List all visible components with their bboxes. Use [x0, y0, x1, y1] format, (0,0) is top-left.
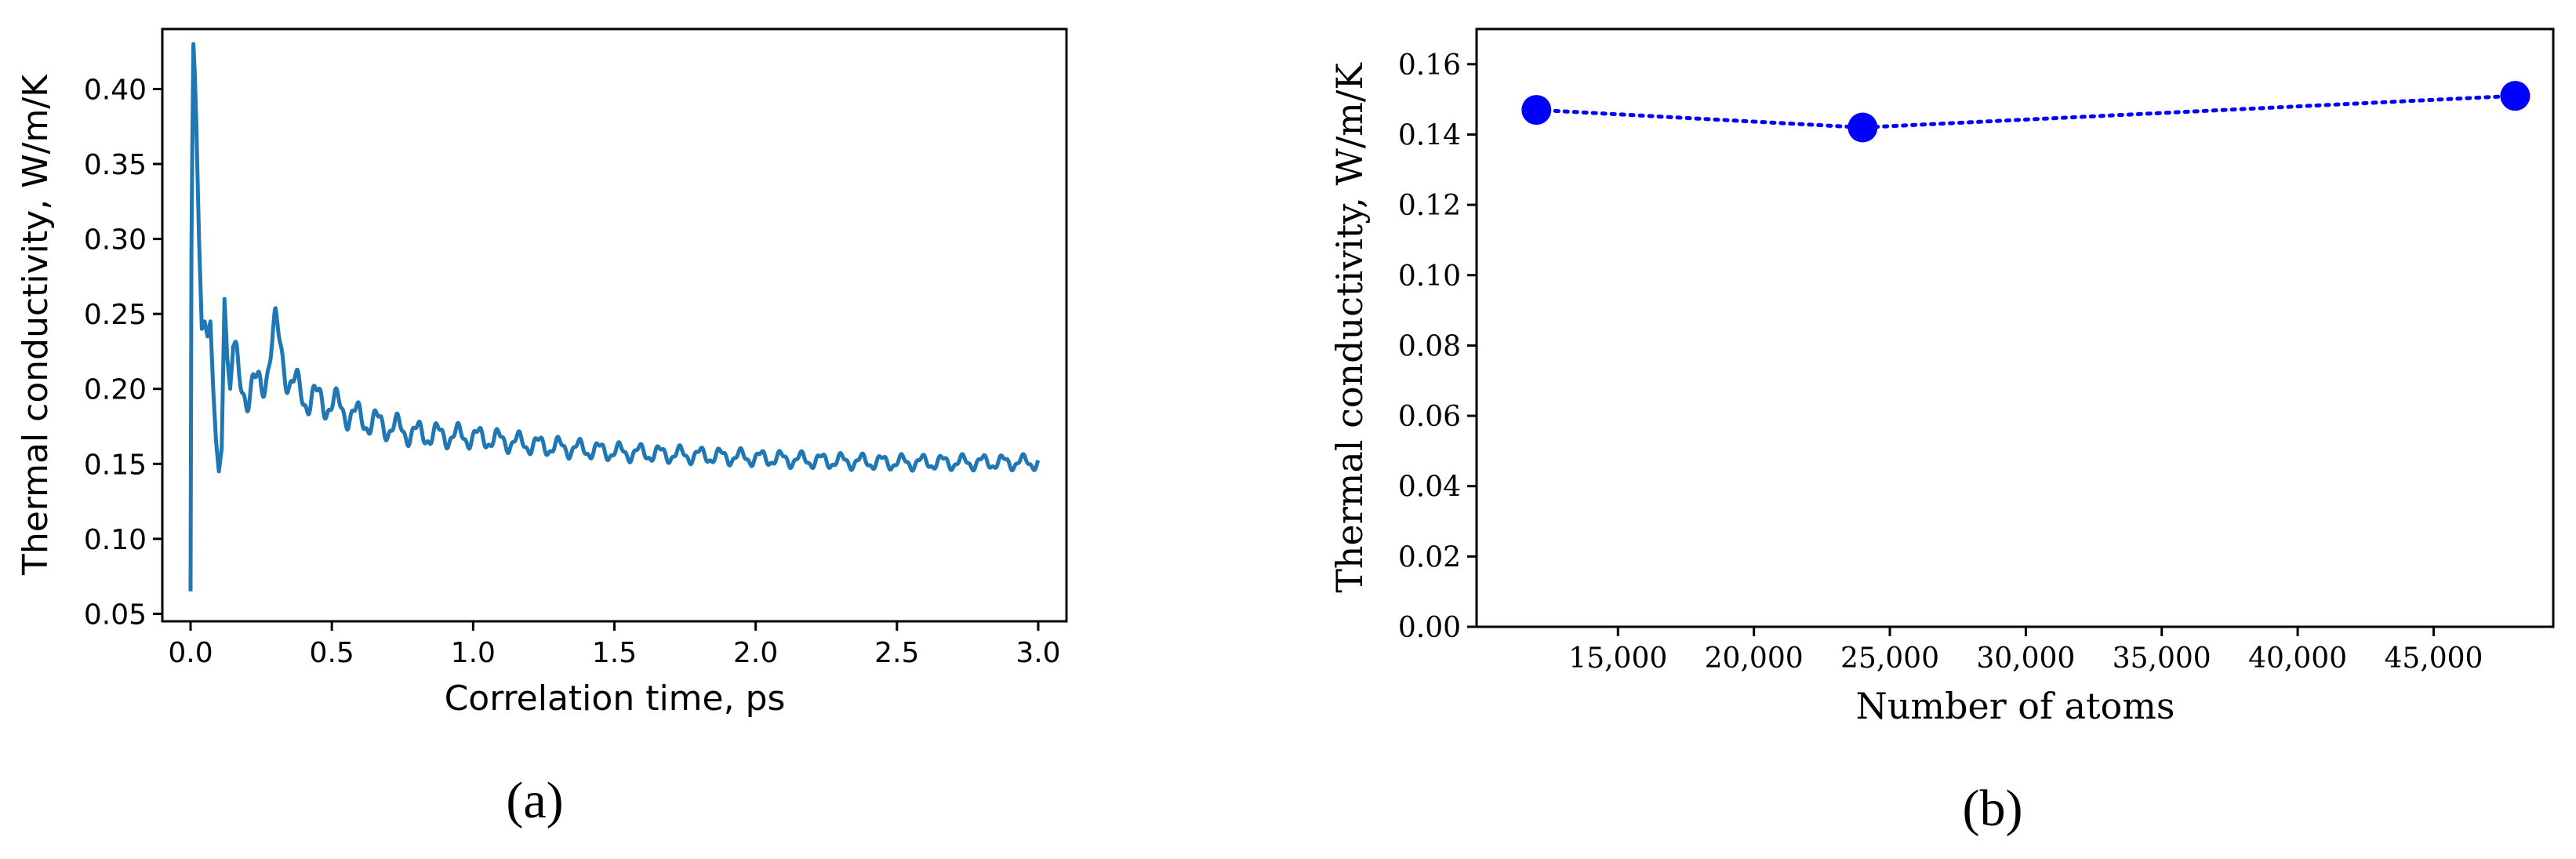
y-tick-label: 0.10	[1398, 260, 1461, 293]
x-tick-label: 40,000	[2248, 642, 2347, 675]
chart-b-ylabel: Thermal conductivity, W/m/K	[1328, 62, 1371, 593]
chart-b-series-line	[1534, 93, 2517, 130]
chart-b-point	[1521, 95, 1552, 126]
x-tick-label: 15,000	[1568, 642, 1667, 675]
y-tick-label: 0.14	[1398, 119, 1461, 151]
y-tick-label: 0.20	[84, 374, 147, 406]
chart-b: 0.00 0.02 0.04 0.06 0.08 0.10 0.12 0.14 0.16 15,…	[1328, 27, 2555, 837]
chart-b-y-ticks: 0.00 0.02 0.04 0.06 0.08 0.10 0.12 0.14 0.16	[1398, 49, 1477, 644]
chart-a-y-ticks: 0.05 0.10 0.15 0.20 0.25 0.30 0.35 0.40	[84, 74, 162, 631]
chart-b-points	[1521, 81, 2531, 143]
y-tick-label: 0.10	[84, 524, 147, 556]
chart-b-point	[2500, 81, 2531, 111]
y-tick-label: 0.08	[1398, 330, 1461, 362]
chart-a: 0.05 0.10 0.15 0.20 0.25 0.30 0.35 0.40 0.0 0.5 1…	[16, 27, 1068, 829]
x-tick-label: 45,000	[2384, 642, 2483, 675]
panel-b-label: (b)	[1963, 780, 2023, 837]
y-tick-label: 0.00	[1398, 612, 1461, 644]
y-tick-label: 0.35	[84, 149, 147, 181]
panel-a-label: (a)	[506, 772, 563, 829]
y-tick-label: 0.16	[1398, 49, 1461, 82]
x-tick-label: 25,000	[1840, 642, 1939, 675]
chart-a-ylabel: Thermal conductivity, W/m/K	[16, 74, 56, 576]
y-tick-label: 0.40	[84, 74, 147, 106]
y-tick-label: 0.12	[1398, 190, 1461, 222]
x-tick-label: 2.5	[874, 637, 919, 669]
y-tick-label: 0.25	[84, 299, 147, 331]
y-tick-label: 0.30	[84, 224, 147, 257]
x-tick-label: 1.5	[592, 637, 637, 669]
chart-b-x-ticks: 15,000 20,000 25,000 30,000 35,000 40,000 45,0…	[1568, 627, 2483, 675]
chart-a-xlabel: Correlation time, ps	[445, 679, 786, 719]
chart-a-series-line	[188, 42, 1041, 591]
chart-b-frame	[1475, 27, 2555, 628]
chart-b-xlabel: Number of atoms	[1856, 685, 2175, 727]
y-tick-label: 0.04	[1398, 471, 1461, 504]
y-tick-label: 0.05	[84, 599, 147, 631]
chart-a-frame	[161, 27, 1068, 623]
y-tick-label: 0.02	[1398, 541, 1461, 573]
x-tick-label: 0.5	[310, 637, 354, 669]
x-tick-label: 0.0	[168, 637, 213, 669]
x-tick-label: 20,000	[1705, 642, 1804, 675]
x-tick-label: 3.0	[1016, 637, 1060, 669]
chart-a-x-ticks: 0.0 0.5 1.0 1.5 2.0 2.5 3.0	[168, 621, 1061, 669]
x-tick-label: 30,000	[1976, 642, 2075, 675]
chart-b-point	[1848, 112, 1878, 143]
y-tick-label: 0.15	[84, 449, 147, 481]
y-tick-label: 0.06	[1398, 401, 1461, 433]
x-tick-label: 2.0	[733, 637, 778, 669]
x-tick-label: 35,000	[2113, 642, 2211, 675]
x-tick-label: 1.0	[451, 637, 496, 669]
